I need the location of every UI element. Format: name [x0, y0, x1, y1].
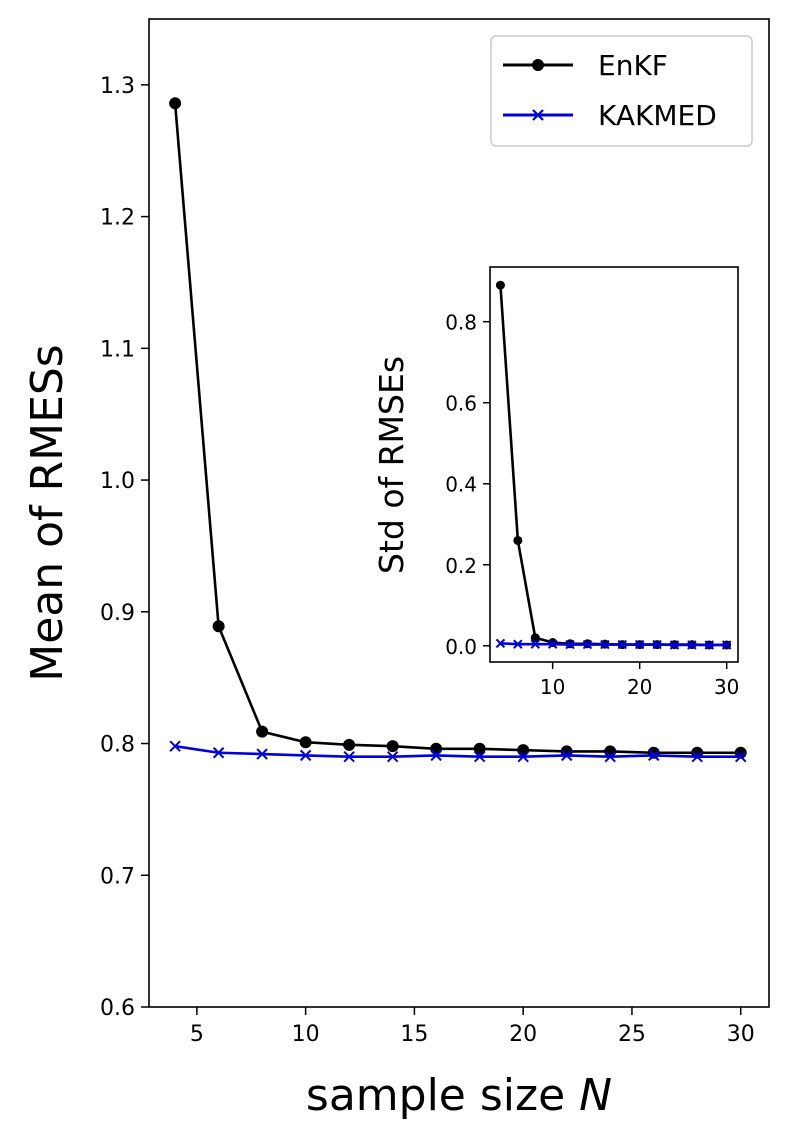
- main-point-kakmed: [691, 750, 703, 763]
- main-plot-frame: [148, 18, 770, 1008]
- main-point-kakmed: [430, 749, 442, 762]
- inset-point-kakmed: [530, 639, 540, 649]
- main-series: [169, 97, 747, 763]
- main-series-line-kakmed: [174, 744, 741, 759]
- main-point-kakmed: [256, 748, 268, 760]
- main-point-enkf: [430, 742, 443, 755]
- inset-background: [490, 267, 738, 662]
- main-x-axis-label: sample size N: [306, 1070, 612, 1121]
- main-series-line-enkf: [173, 103, 741, 755]
- legend-marker-kakmed: [532, 109, 544, 121]
- inset-x-tick-label: 10: [540, 675, 565, 699]
- main-y-tick-label: 0.6: [100, 996, 135, 1021]
- inset-y-tick-label: 0.6: [445, 392, 477, 416]
- main-point-kakmed: [647, 749, 660, 762]
- inset-point-kakmed: [565, 639, 575, 650]
- main-point-enkf: [343, 738, 356, 751]
- main-point-enkf: [647, 746, 660, 759]
- main-x-axis-label-symbol: N: [579, 1070, 612, 1121]
- main-axes: 5 10 15 20 25 30 0.6 0.7 0.8 0.9 1.0 1.1 1.2 1.3 samp…: [22, 18, 770, 1121]
- inset-point-kakmed: [617, 639, 627, 650]
- inset-point-kakmed: [547, 639, 558, 649]
- inset-x-tick-label: 20: [627, 675, 652, 699]
- inset-axes: 10 20 30 0.0 0.2 0.4 0.6 0.8 Std of RMSEs: [372, 266, 739, 699]
- main-point-enkf: [299, 736, 312, 749]
- main-x-tick-label: 10: [292, 1022, 320, 1047]
- inset-y-tick-label: 0.2: [445, 554, 477, 578]
- main-point-kakmed: [517, 750, 529, 763]
- main-point-kakmed: [386, 750, 399, 763]
- inset-plot-frame: [489, 266, 739, 663]
- main-x-tick-label: 20: [509, 1022, 537, 1047]
- inset-point-kakmed: [513, 639, 523, 649]
- inset-point-enkf: [530, 633, 540, 643]
- main-y-tick-label: 1.2: [100, 206, 135, 231]
- inset-y-tick-label: 0.8: [445, 311, 477, 335]
- inset-point-kakmed: [669, 640, 680, 650]
- inset-point-kakmed: [687, 640, 697, 650]
- inset-point-kakmed: [495, 638, 506, 649]
- main-y-axis-label: Mean of RMESs: [22, 344, 73, 681]
- main-point-kakmed: [735, 750, 747, 763]
- legend-label-enkf: EnKF: [598, 49, 668, 82]
- main-y-tick-label: 1.0: [100, 469, 135, 494]
- inset-point-enkf: [548, 638, 558, 648]
- main-point-kakmed: [212, 747, 225, 759]
- legend-marker-enkf: [532, 59, 544, 71]
- main-point-enkf: [517, 744, 530, 757]
- inset-x-tick-label: 30: [714, 675, 739, 699]
- inset-point-kakmed: [704, 640, 714, 650]
- inset-point-kakmed: [582, 639, 593, 650]
- inset-series-line-kakmed: [500, 642, 727, 647]
- main-y-tick-label: 0.7: [100, 864, 135, 889]
- main-point-kakmed: [604, 750, 616, 763]
- main-x-tick-label: 5: [190, 1022, 204, 1047]
- inset-series: [495, 280, 732, 650]
- main-point-enkf: [256, 725, 269, 738]
- main-x-tick-label: 15: [400, 1022, 428, 1047]
- main-ticks: 5 10 15 20 25 30 0.6 0.7 0.8 0.9 1.0 1.1 1.2 1.3: [100, 74, 755, 1047]
- inset-point-kakmed: [634, 639, 645, 650]
- main-point-kakmed: [343, 750, 355, 763]
- main-point-enkf: [212, 620, 225, 633]
- main-point-kakmed: [473, 750, 486, 763]
- main-point-kakmed: [299, 749, 312, 762]
- main-x-tick-label: 25: [618, 1022, 646, 1047]
- main-x-tick-label: 30: [727, 1022, 755, 1047]
- main-point-kakmed: [169, 740, 181, 752]
- inset-point-kakmed: [600, 639, 610, 650]
- legend-label-kakmed: KAKMED: [598, 99, 717, 132]
- main-y-tick-label: 1.3: [100, 74, 135, 99]
- inset-point-enkf: [513, 535, 523, 545]
- inset-point-kakmed: [721, 640, 732, 650]
- inset-ticks: 10 20 30 0.0 0.2 0.4 0.6 0.8: [445, 311, 739, 699]
- legend: EnKF KAKMED: [490, 35, 753, 147]
- main-point-enkf: [386, 740, 399, 753]
- main-y-tick-label: 0.9: [100, 601, 135, 626]
- main-point-enkf: [169, 97, 182, 110]
- inset-y-tick-label: 0.0: [445, 635, 477, 659]
- inset-y-tick-label: 0.4: [445, 473, 477, 497]
- inset-point-enkf: [495, 280, 505, 290]
- inset-y-axis-label: Std of RMSEs: [372, 356, 411, 574]
- main-point-kakmed: [560, 749, 573, 762]
- main-x-axis-label-text: sample size: [306, 1070, 565, 1121]
- main-y-tick-label: 1.1: [100, 337, 135, 362]
- inset-point-kakmed: [652, 639, 662, 650]
- main-point-enkf: [473, 742, 486, 755]
- main-y-tick-label: 0.8: [100, 733, 135, 758]
